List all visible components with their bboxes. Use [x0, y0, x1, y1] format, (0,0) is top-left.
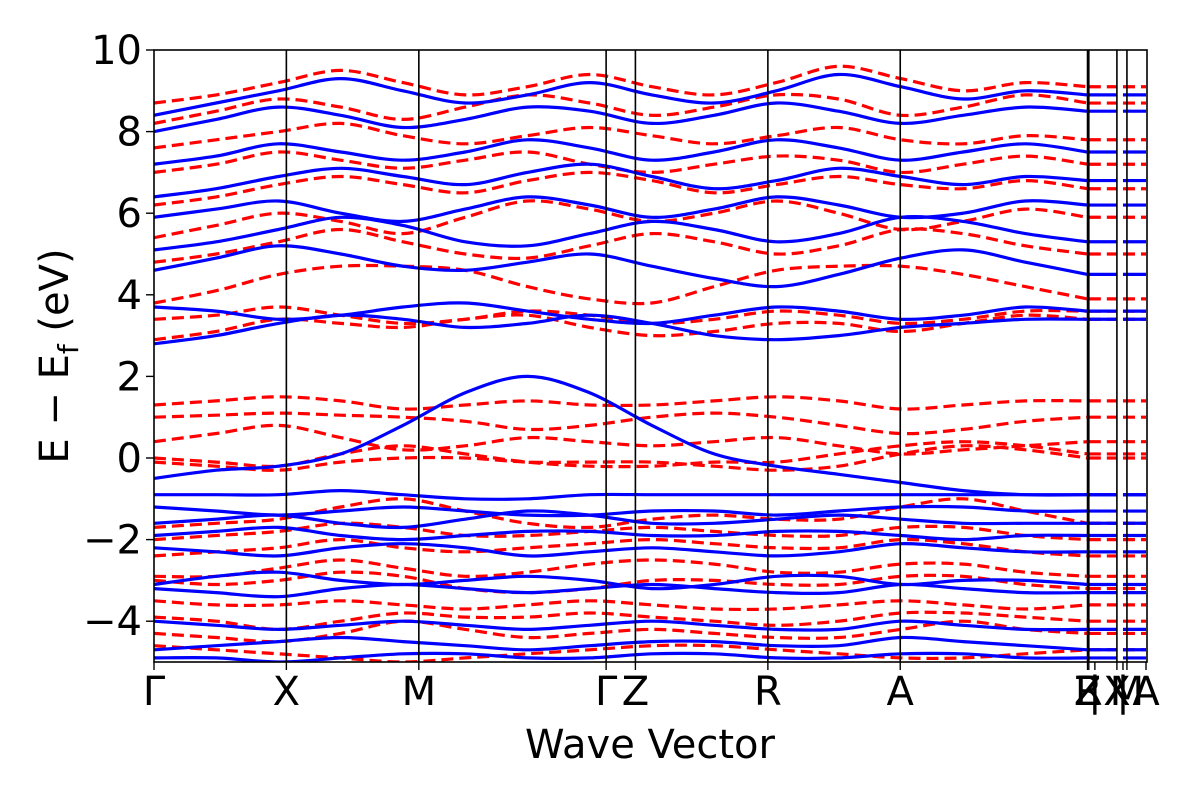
x-tick-label: M	[402, 669, 437, 715]
band-solid-blue	[154, 488, 1090, 501]
y-axis-label-main: E − E	[32, 354, 78, 464]
y-tick-label: 6	[117, 191, 142, 237]
x-tick-label: Z	[1074, 669, 1101, 715]
y-axis-label: E − Ef (eV)	[32, 248, 85, 463]
band-dashed-red	[154, 305, 1088, 326]
band-solid-blue	[154, 374, 1090, 497]
band-dashed-red	[154, 395, 1088, 411]
y-tick-label: 10	[91, 28, 142, 74]
band-dashed-red	[154, 423, 1088, 456]
y-tick-label: −4	[83, 599, 142, 645]
x-tick-label: M	[1110, 669, 1145, 715]
band-solid-blue	[154, 619, 1090, 632]
band-dashed-red	[154, 199, 1088, 240]
band-dashed-red	[154, 619, 1088, 644]
x-tick-label: R	[1075, 669, 1103, 715]
band-solid-blue	[154, 525, 1090, 542]
band-dashed-red	[154, 537, 1088, 558]
band-dashed-red	[154, 411, 1088, 436]
band-dashed-red	[154, 643, 1088, 662]
x-tick-label: X	[1103, 669, 1130, 715]
band-dashed-red	[154, 497, 1088, 530]
y-tick-label: 0	[117, 436, 142, 482]
x-tick-label: A	[1132, 669, 1160, 715]
band-dashed-red	[154, 440, 1088, 469]
band-dashed-red	[154, 170, 1088, 207]
band-dashed-red	[154, 521, 1088, 542]
band-solid-blue	[154, 651, 1090, 662]
high-symmetry-lines	[285, 50, 1128, 662]
band-dashed-red	[154, 610, 1088, 632]
x-tick-label: A	[887, 669, 915, 715]
x-tick-label: R	[754, 669, 782, 715]
band-solid-blue	[154, 101, 1090, 134]
band-dashed-red	[154, 64, 1088, 105]
band-solid-blue	[154, 244, 1090, 289]
band-solid-blue	[154, 301, 1090, 326]
y-tick-label: −2	[83, 518, 142, 564]
x-tick-label: Γ	[595, 669, 618, 715]
band-solid-blue	[154, 570, 1090, 591]
band-dashed-red	[154, 558, 1088, 579]
x-axis: Γ X M Γ Z R A ZR| X|MA	[143, 662, 1160, 715]
band-dashed-red	[154, 227, 1088, 264]
band-solid-blue	[154, 195, 1090, 224]
x-tick-label: |	[1088, 669, 1101, 715]
band-solid-blue	[154, 72, 1090, 117]
x-tick-label: Z	[622, 669, 649, 715]
y-tick-label: 8	[117, 110, 142, 156]
band-solid-blue	[154, 542, 1090, 558]
band-dashed-red	[154, 263, 1088, 306]
band-solid-blue	[154, 635, 1090, 652]
x-tick-label: Γ	[143, 669, 166, 715]
band-solid-blue	[154, 138, 1090, 166]
band-solid-blue	[154, 504, 1090, 518]
band-dashed-red	[154, 444, 1088, 472]
band-dashed-red	[154, 599, 1088, 612]
y-tick-label: 2	[117, 354, 142, 400]
band-dashed-red	[154, 92, 1088, 125]
x-tick-label: X	[273, 669, 300, 715]
plot-area	[154, 64, 1147, 662]
band-dashed-red	[154, 313, 1088, 342]
plot-frame	[153, 49, 1148, 663]
x-tick-label: |	[1116, 669, 1129, 715]
y-axis-label-unit: (eV)	[32, 248, 78, 344]
x-axis-label: Wave Vector	[525, 722, 776, 768]
band-dashed-red	[154, 121, 1088, 150]
band-solid-blue	[154, 509, 1090, 530]
y-tick-label: 4	[117, 273, 142, 319]
band-solid-blue	[154, 162, 1090, 199]
y-axis-label-subscript: f	[52, 343, 85, 354]
y-axis: −4 −2 0 2 4 6 8 10	[83, 28, 154, 645]
